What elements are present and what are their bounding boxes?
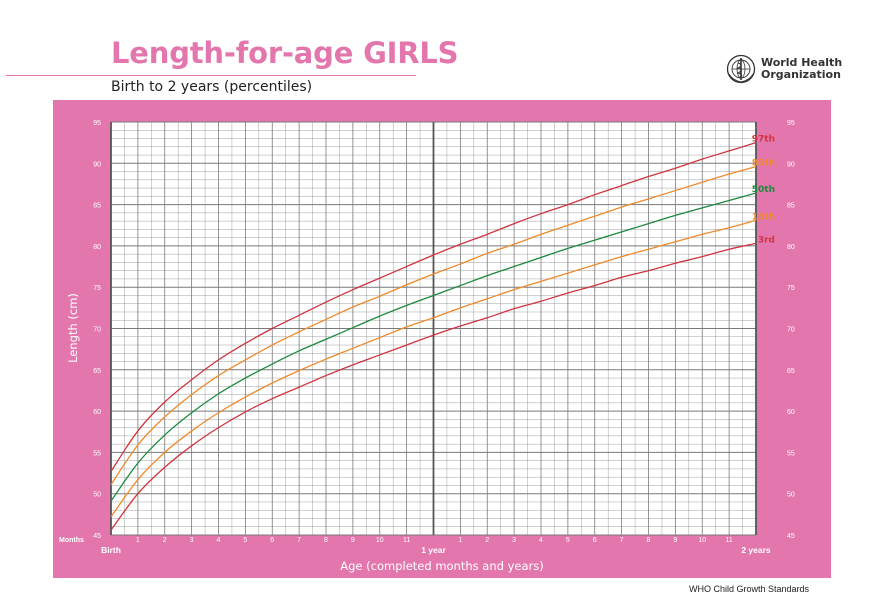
x-tick-label-month: 11 bbox=[403, 537, 410, 544]
chart-grid bbox=[110, 121, 757, 536]
x-tick-label-month: 6 bbox=[270, 537, 274, 544]
x-tick-label-month: 5 bbox=[243, 537, 247, 544]
percentile-label-50th: 50th bbox=[752, 185, 775, 195]
x-tick-label-month: 4 bbox=[539, 537, 543, 544]
x-year-label: Birth bbox=[101, 545, 121, 555]
x-tick-label-month: 7 bbox=[297, 537, 301, 544]
months-axis-label: Months bbox=[59, 537, 84, 544]
percentile-line-85th bbox=[110, 165, 757, 485]
x-tick-label-month: 11 bbox=[725, 537, 732, 544]
y-tick-label-right: 70 bbox=[787, 327, 795, 334]
page-subtitle: Birth to 2 years (percentiles) bbox=[111, 79, 313, 95]
page-title: Length-for-age GIRLS bbox=[111, 36, 459, 70]
y-tick-label-left: 55 bbox=[93, 450, 101, 457]
x-tick-label-month: 7 bbox=[620, 537, 624, 544]
x-tick-label-month: 1 bbox=[136, 537, 140, 544]
who-emblem-icon bbox=[726, 54, 756, 84]
x-tick-label-month: 9 bbox=[673, 537, 677, 544]
y-tick-label-right: 45 bbox=[787, 533, 795, 540]
y-tick-label-right: 90 bbox=[787, 161, 795, 168]
y-tick-label-left: 60 bbox=[93, 409, 101, 416]
percentile-label-15th: 15th bbox=[752, 212, 775, 222]
x-tick-label-month: 2 bbox=[485, 537, 489, 544]
y-tick-label-right: 95 bbox=[787, 120, 795, 127]
y-tick-label-right: 85 bbox=[787, 203, 795, 210]
y-tick-label-left: 75 bbox=[93, 285, 101, 292]
organization-name: World Health Organization bbox=[761, 57, 842, 81]
x-year-label: 2 years bbox=[741, 545, 771, 555]
y-tick-label-left: 95 bbox=[93, 120, 101, 127]
percentile-line-3rd bbox=[110, 242, 757, 531]
x-tick-label-month: 9 bbox=[351, 537, 355, 544]
x-tick-label-month: 1 bbox=[458, 537, 462, 544]
y-tick-label-left: 70 bbox=[93, 327, 101, 334]
y-tick-label-right: 80 bbox=[787, 244, 795, 251]
y-tick-label-right: 60 bbox=[787, 409, 795, 416]
x-tick-label-month: 5 bbox=[566, 537, 570, 544]
y-tick-label-right: 75 bbox=[787, 285, 795, 292]
y-tick-label-right: 55 bbox=[787, 450, 795, 457]
y-tick-label-left: 65 bbox=[93, 368, 101, 375]
percentile-line-97th bbox=[110, 142, 757, 472]
organization-name-line1: World Health bbox=[761, 56, 843, 69]
x-tick-label-month: 4 bbox=[217, 537, 221, 544]
y-tick-label-left: 50 bbox=[93, 492, 101, 499]
footer-source: WHO Child Growth Standards bbox=[689, 584, 810, 594]
y-tick-label-right: 65 bbox=[787, 368, 795, 375]
percentile-line-50th bbox=[110, 192, 757, 502]
percentile-label-85th: 85th bbox=[752, 159, 775, 169]
x-tick-label-month: 8 bbox=[324, 537, 328, 544]
x-tick-label-month: 10 bbox=[698, 537, 706, 544]
y-tick-label-left: 45 bbox=[93, 533, 101, 540]
x-tick-label-month: 2 bbox=[163, 537, 167, 544]
percentile-label-3rd: 3rd bbox=[758, 235, 775, 245]
y-tick-label-right: 50 bbox=[787, 492, 795, 499]
y-tick-label-left: 80 bbox=[93, 244, 101, 251]
x-tick-label-month: 10 bbox=[376, 537, 384, 544]
x-tick-label-month: 3 bbox=[512, 537, 516, 544]
percentile-label-97th: 97th bbox=[752, 135, 775, 145]
y-axis-title: Length (cm) bbox=[66, 293, 80, 363]
x-year-label: 1 year bbox=[421, 545, 446, 555]
organization-name-line2: Organization bbox=[761, 68, 841, 81]
y-tick-label-left: 85 bbox=[93, 203, 101, 210]
x-axis-title: Age (completed months and years) bbox=[340, 559, 543, 573]
y-tick-label-left: 90 bbox=[93, 161, 101, 168]
percentile-line-15th bbox=[110, 219, 757, 518]
x-tick-label-month: 6 bbox=[593, 537, 597, 544]
percentile-curves bbox=[110, 142, 757, 531]
x-tick-label-month: 8 bbox=[647, 537, 651, 544]
x-tick-label-month: 3 bbox=[190, 537, 194, 544]
title-underline bbox=[6, 75, 416, 76]
